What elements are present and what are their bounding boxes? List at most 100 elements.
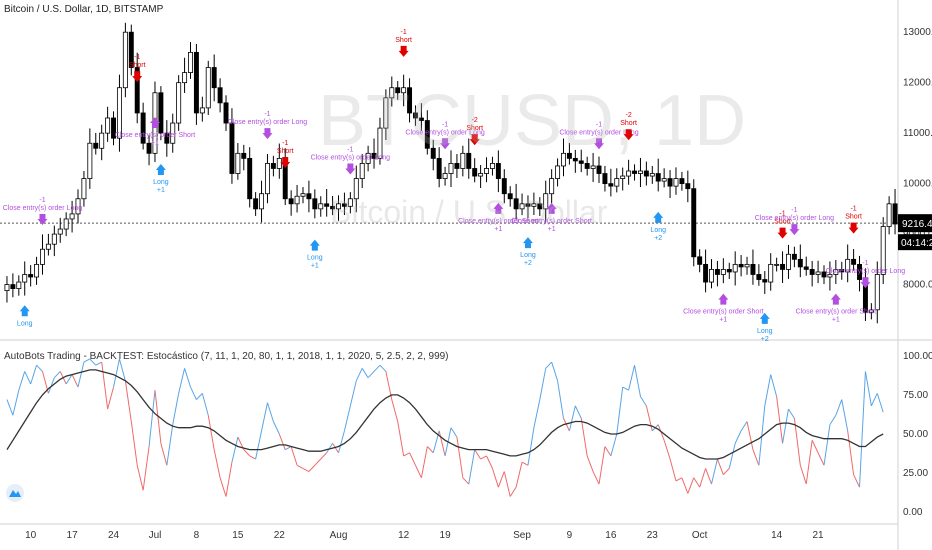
candle-body (430, 147, 436, 159)
x-tick-label: 21 (813, 530, 825, 541)
candle-body (40, 248, 45, 265)
k-line-segment (805, 440, 813, 485)
candle-body (413, 112, 418, 119)
price-tick-label: 13000.00 (903, 27, 932, 38)
k-line-segment (557, 380, 564, 419)
short-label: Short (129, 62, 146, 69)
k-line-segment (30, 365, 38, 385)
k-line-segment (113, 358, 120, 388)
close-qty: -1 (442, 121, 448, 128)
k-line-segment (788, 408, 795, 419)
candle-body (205, 67, 211, 109)
candle-body (537, 203, 543, 210)
k-line-segment (864, 371, 872, 406)
close-label: Close entry(s) order Long (559, 129, 638, 136)
candle-body (851, 258, 857, 265)
short-qty: -1 (282, 140, 288, 147)
k-line-segment (130, 421, 138, 466)
short-arrow-icon (280, 156, 291, 168)
k-line-segment (663, 440, 671, 460)
k-line-segment (847, 430, 855, 475)
k-line-segment (728, 443, 736, 469)
long-arrow-icon (653, 211, 664, 223)
k-line-segment (308, 464, 316, 472)
k-line-segment (207, 415, 215, 450)
k-line-segment (734, 430, 742, 444)
candle-body (774, 263, 780, 266)
k-line-segment (770, 374, 778, 397)
candle-body (146, 142, 152, 154)
k-line-segment (533, 399, 541, 428)
close-label: Close entry(s) order Long (755, 215, 834, 222)
k-line-segment (616, 387, 624, 435)
x-tick-label: 15 (232, 530, 244, 541)
candle-body (253, 198, 259, 210)
candle-body (365, 152, 371, 164)
candle-body (116, 87, 122, 139)
candle-body (341, 203, 347, 207)
k-line-segment (409, 452, 416, 466)
close-qty: +1 (832, 317, 840, 324)
k-line-segment (752, 449, 760, 466)
k-line-segment (95, 361, 102, 366)
candle-body (584, 163, 590, 169)
close-label: Close entry(s) order Short (683, 309, 764, 316)
k-line-segment (136, 465, 144, 491)
candle-body (797, 258, 803, 268)
candle-body (726, 269, 732, 273)
close-qty: +1 (151, 140, 159, 147)
candle-body (211, 67, 217, 89)
tradingview-logo-icon[interactable] (6, 484, 24, 502)
close-label: Close entry(s) order Short (115, 132, 196, 139)
candle-body (590, 165, 596, 169)
k-line-segment (266, 402, 274, 422)
candle-body (578, 160, 584, 164)
candle-body (785, 253, 791, 270)
k-line-segment (782, 408, 789, 444)
close-qty: -1 (791, 207, 797, 214)
last-price-tag (898, 214, 932, 233)
candle-body (353, 178, 359, 200)
candle-body (164, 132, 170, 144)
k-line-segment (284, 446, 292, 451)
k-line-segment (225, 462, 233, 497)
k-line-segment (249, 455, 256, 460)
close-qty: -1 (264, 111, 270, 118)
long-label: Long (153, 179, 169, 186)
k-line-segment (740, 421, 748, 432)
short-arrow-icon (469, 134, 480, 146)
k-line-segment (634, 365, 641, 397)
x-tick-label: 16 (605, 530, 617, 541)
close-arrow-icon (546, 202, 557, 214)
k-line-segment (12, 390, 20, 416)
k-line-segment (497, 471, 505, 488)
x-tick-label: 24 (108, 530, 120, 541)
k-line-segment (349, 380, 357, 406)
k-line-segment (231, 437, 239, 463)
x-tick-label: Aug (330, 530, 348, 541)
candle-body (549, 178, 555, 195)
k-line-segment (101, 362, 109, 410)
k-line-segment (255, 430, 263, 460)
k-line-segment (841, 399, 849, 431)
k-line-segment (65, 374, 73, 385)
osc-tick-label: 75.00 (903, 390, 928, 401)
candle-body (448, 163, 454, 174)
k-line-segment (716, 458, 724, 475)
long-arrow-icon (759, 312, 770, 324)
candle-body (288, 198, 294, 205)
long-label: Long (520, 252, 536, 259)
candle-body (300, 193, 306, 197)
k-line-segment (420, 446, 428, 478)
x-tick-label: 8 (194, 530, 200, 541)
candle-body (827, 274, 833, 278)
indicator-title: AutoBots Trading - BACKTEST: Estocástico… (4, 351, 449, 362)
candle-body (460, 152, 466, 169)
k-line-segment (450, 427, 458, 438)
k-line-segment (53, 371, 61, 379)
k-line-segment (278, 433, 286, 450)
close-arrow-icon (493, 202, 504, 214)
long-label: Long (17, 320, 33, 327)
k-line-segment (24, 371, 32, 385)
